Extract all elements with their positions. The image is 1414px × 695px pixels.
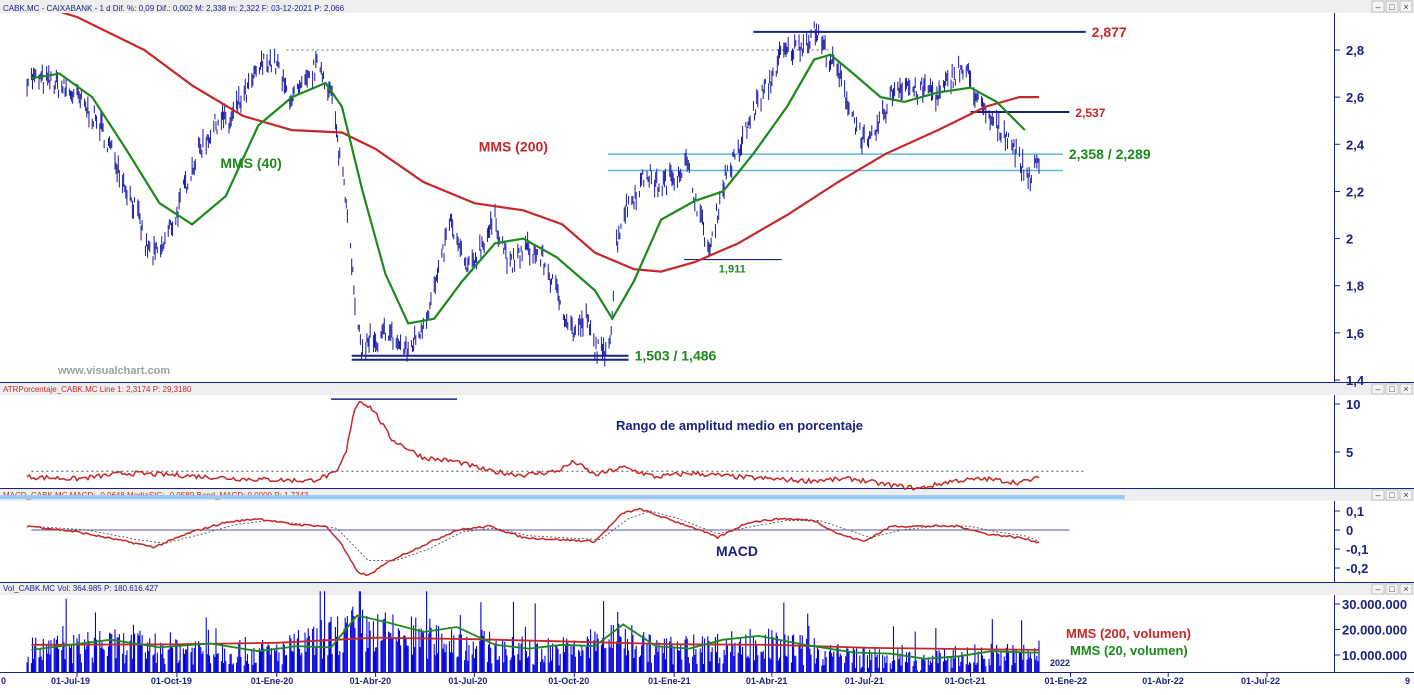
vol-header-bar xyxy=(0,583,1414,595)
volume-y-tick-label: 30.000.000 xyxy=(1342,597,1407,612)
x-tick-label: 01-Jul-22 xyxy=(1241,676,1280,686)
x-tick-label: 01-Oct-20 xyxy=(548,676,589,686)
price-y-tick-label: 2,6 xyxy=(1346,90,1364,105)
x-tick-label: 01-Ene-20 xyxy=(251,676,294,686)
volume-y-tick-label: 10.000.000 xyxy=(1342,648,1407,663)
volume-panel: MMS (200, volumen) MMS (20, volumen) xyxy=(26,591,1191,672)
level-label: 2,358 / 2,289 xyxy=(1069,146,1151,162)
level-label: 1,503 / 1,486 xyxy=(635,348,717,364)
macd-title: MACD xyxy=(716,543,758,559)
x-year-marker: 2022 xyxy=(1050,658,1070,668)
volume-y-tick-label: 20.000.000 xyxy=(1342,623,1407,638)
minimize-button-glyph: – xyxy=(1375,490,1380,500)
price-panel-header: CABK.MC - CAIXABANK - 1 d Dif. %: 0,09 D… xyxy=(3,4,345,13)
close-button-glyph: × xyxy=(1403,490,1408,500)
x-tick-label: 01-Jul-21 xyxy=(845,676,884,686)
atr-line xyxy=(26,400,1040,491)
price-header-bar xyxy=(0,0,1414,13)
price-y-tick-label: 2,8 xyxy=(1346,43,1364,58)
maximize-button-glyph: □ xyxy=(1389,2,1395,12)
macd-line xyxy=(26,507,1040,577)
mms200-line xyxy=(60,13,1039,273)
mms40-line xyxy=(31,53,1026,325)
atr-title: Rango de amplitud medio en porcentaje xyxy=(616,418,863,433)
watermark: www.visualchart.com xyxy=(57,365,170,377)
macd-close-button[interactable]: × xyxy=(1399,489,1413,501)
macd-y-tick-label: -0,1 xyxy=(1346,542,1368,557)
close-button-glyph: × xyxy=(1403,584,1408,594)
level-label: 1,911 xyxy=(719,264,746,276)
x-tick-label: 01-Oct-21 xyxy=(945,676,986,686)
x-tick-label: 01-Abr-21 xyxy=(746,676,788,686)
macd-signal-line xyxy=(27,510,1040,561)
volume-mms200-line xyxy=(31,636,1040,651)
x-edge-right: 9 xyxy=(1405,676,1410,686)
price-y-tick-label: 1,4 xyxy=(1346,373,1365,388)
atr-maximize-button[interactable]: □ xyxy=(1385,383,1399,395)
macd-y-tick-label: 0 xyxy=(1346,523,1353,538)
macd-maximize-button[interactable]: □ xyxy=(1385,489,1399,501)
maximize-button-glyph: □ xyxy=(1389,384,1395,394)
macd-panel xyxy=(26,507,1070,577)
volume-panel-header: Vol_CABK.MC Vol: 364.985 P: 180.616.427 xyxy=(3,584,159,593)
price-y-tick-label: 1,8 xyxy=(1346,279,1364,294)
x-tick-label: 01-Jul-19 xyxy=(51,676,90,686)
price-y-tick-label: 1,6 xyxy=(1346,326,1364,341)
volume-mms20-label: MMS (20, volumen) xyxy=(1070,643,1188,658)
maximize-button-glyph: □ xyxy=(1389,584,1395,594)
macd-y-tick-label: 0,1 xyxy=(1346,504,1364,519)
atr-y-tick-label: 5 xyxy=(1346,445,1353,460)
x-tick-label: 01-Ene-21 xyxy=(648,676,691,686)
minimize-button-glyph: – xyxy=(1375,2,1380,12)
x-tick-label: 01-Abr-20 xyxy=(350,676,392,686)
atr-y-tick-label: 10 xyxy=(1346,397,1360,412)
price-close-button[interactable]: × xyxy=(1399,0,1413,13)
price-y-tick-label: 2 xyxy=(1346,232,1353,247)
atr-close-button[interactable]: × xyxy=(1399,383,1413,395)
atr-band xyxy=(0,495,1125,500)
close-button-glyph: × xyxy=(1403,384,1408,394)
x-tick-label: 01-Ene-22 xyxy=(1044,676,1087,686)
x-tick-label: 01-Oct-19 xyxy=(151,676,192,686)
close-button-glyph: × xyxy=(1403,2,1408,12)
atr-panel xyxy=(0,398,1125,500)
x-edge-left: 0 xyxy=(1,676,6,686)
minimize-button-glyph: – xyxy=(1375,384,1380,394)
price-maximize-button[interactable]: □ xyxy=(1385,0,1399,13)
volume-mms200-label: MMS (200, volumen) xyxy=(1066,626,1191,641)
macd-minimize-button[interactable]: – xyxy=(1371,489,1385,501)
volume-mms20-line xyxy=(31,614,1039,660)
price-panel: 1,911 MMS (200) MMS (40) xyxy=(26,13,1086,367)
level-label: 2,877 xyxy=(1092,24,1127,40)
atr-panel-header: ATRPorcentaje_CABK.MC Line 1: 2,3174 P: … xyxy=(3,385,192,394)
vol-minimize-button[interactable]: – xyxy=(1371,583,1385,595)
minimize-button-glyph: – xyxy=(1375,584,1380,594)
price-y-tick-label: 2,2 xyxy=(1346,184,1364,199)
level-label: 2,537 xyxy=(1075,106,1105,120)
x-tick-label: 01-Abr-22 xyxy=(1142,676,1184,686)
vol-maximize-button[interactable]: □ xyxy=(1385,583,1399,595)
atr-minimize-button[interactable]: – xyxy=(1371,383,1385,395)
ma-label: MMS (200) xyxy=(479,138,548,154)
macd-y-tick-label: -0,2 xyxy=(1346,561,1368,576)
maximize-button-glyph: □ xyxy=(1389,490,1395,500)
x-tick-label: 01-Jul-20 xyxy=(448,676,487,686)
price-minimize-button[interactable]: – xyxy=(1371,0,1385,13)
atr-header-bar xyxy=(0,383,1414,395)
price-y-tick-label: 2,4 xyxy=(1346,137,1365,152)
ma-label: MMS (40) xyxy=(220,155,281,171)
vol-close-button[interactable]: × xyxy=(1399,583,1413,595)
